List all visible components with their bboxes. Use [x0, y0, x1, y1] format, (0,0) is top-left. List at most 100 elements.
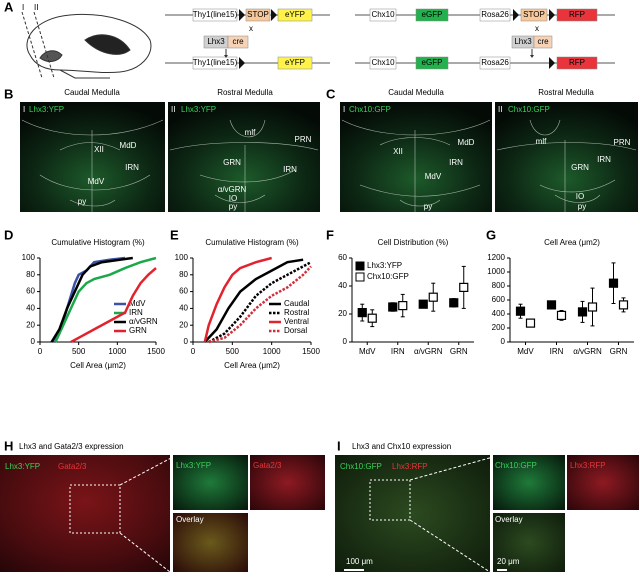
- point-marker: [418, 299, 428, 309]
- point-marker: [398, 301, 408, 311]
- cdf-line: [50, 256, 133, 343]
- construct-label: Lhx3: [514, 37, 532, 46]
- micrograph: [340, 102, 492, 212]
- construct-label: cre: [232, 37, 244, 46]
- construct-box: [227, 35, 249, 49]
- construct-label: cre: [537, 37, 549, 46]
- micrograph-inset: [173, 455, 248, 510]
- region-label: py: [578, 202, 586, 211]
- x-tick-label: 0: [38, 347, 43, 356]
- scale-label: 20 μm: [497, 557, 520, 566]
- y-tick-label: 200: [492, 323, 506, 332]
- point-marker: [608, 278, 619, 288]
- image-tag: I: [343, 105, 345, 114]
- x-tick-label: MdV: [517, 347, 534, 356]
- region-label: mlf: [245, 128, 256, 137]
- construct-box: [192, 8, 238, 22]
- region-label: py: [78, 197, 86, 206]
- legend-label: Rostral: [284, 308, 310, 317]
- scale-label: 100 μm: [346, 557, 373, 566]
- panel-letter: C: [326, 86, 336, 101]
- construct-box: [415, 56, 449, 70]
- zoom-line: [409, 456, 494, 481]
- image-tag: I: [23, 105, 25, 114]
- construct-label: Thy1(line15): [193, 10, 238, 19]
- y-tick-label: 60: [179, 287, 188, 296]
- point-marker: [546, 300, 557, 310]
- construct-box: [277, 56, 313, 70]
- x-axis-label: Cell Area (μm2): [70, 361, 126, 370]
- section-title: Caudal Medulla: [64, 88, 120, 97]
- region-label: α/vGRN: [218, 185, 247, 194]
- brain-schematic: [21, 11, 152, 79]
- construct-box: [556, 8, 598, 22]
- image-tag: II: [171, 105, 175, 114]
- marker-label: Chx10:GFP: [508, 105, 550, 114]
- region-label: MdD: [120, 141, 137, 150]
- legend-label: Ventral: [284, 317, 309, 326]
- y-tick-label: 100: [22, 253, 36, 262]
- legend-label: Chx10:GFP: [367, 272, 409, 281]
- y-tick-label: 600: [492, 295, 506, 304]
- point-marker: [618, 300, 629, 310]
- channel-label: Lhx3:RFP: [392, 462, 428, 471]
- construct-label: STOP: [523, 10, 545, 19]
- panel-letter: H: [4, 438, 13, 453]
- construct-label: eYFP: [285, 58, 305, 67]
- panel-title: Lhx3 and Chx10 expression: [352, 442, 451, 451]
- point-marker: [367, 313, 377, 323]
- y-tick-label: 0: [184, 337, 189, 346]
- panel-letter: A: [4, 0, 14, 14]
- y-tick-label: 0: [343, 337, 348, 346]
- x-tick-label: IRN: [550, 347, 564, 356]
- channel-label: Lhx3:YFP: [5, 462, 40, 471]
- region-label: GRN: [571, 163, 589, 172]
- region-label: XII: [94, 145, 104, 154]
- micrograph-inset: [493, 513, 565, 572]
- panel-letter: B: [4, 86, 13, 101]
- loxp-site: [239, 9, 245, 21]
- micrograph-inset: [173, 513, 248, 572]
- micrograph: [168, 102, 320, 212]
- zoom-line: [409, 519, 491, 573]
- legend-label: Lhx3:YFP: [367, 261, 402, 270]
- construct-box: [277, 8, 313, 22]
- region-label: py: [424, 202, 432, 211]
- panel-letter: E: [170, 227, 179, 242]
- loxp-site: [549, 9, 555, 21]
- y-tick-label: 100: [175, 253, 189, 262]
- point-marker: [587, 302, 598, 312]
- chart-title: Cell Area (μm2): [544, 238, 600, 247]
- construct-label: RFP: [569, 58, 585, 67]
- construct-label: Thy1(line15): [193, 58, 238, 67]
- section-mark: I: [22, 3, 24, 12]
- y-tick-label: 1000: [487, 267, 505, 276]
- cdf-line: [203, 256, 272, 343]
- cdf-line: [70, 267, 157, 344]
- x-tick-label: α/vGRN: [573, 347, 602, 356]
- y-tick-label: 40: [338, 281, 347, 290]
- region-label: MdD: [458, 138, 475, 147]
- construct-label: Lhx3: [207, 37, 225, 46]
- region-label: GRN: [223, 158, 241, 167]
- zoom-box: [69, 484, 121, 534]
- x-tick-label: MdV: [359, 347, 376, 356]
- inset-label: Overlay: [176, 515, 204, 524]
- y-tick-label: 1200: [487, 253, 505, 262]
- construct-box: [479, 8, 511, 22]
- panel-letter: F: [326, 227, 334, 242]
- construct-box: [415, 8, 449, 22]
- inset-label: Lhx3:RFP: [570, 461, 606, 470]
- inset-label: Gata2/3: [253, 461, 282, 470]
- y-tick-label: 60: [338, 253, 347, 262]
- point-marker: [556, 310, 567, 320]
- region-label: IRN: [283, 165, 297, 174]
- y-tick-label: 20: [179, 320, 188, 329]
- point-marker: [515, 306, 526, 316]
- chart-title: Cell Distribution (%): [378, 238, 449, 247]
- micrograph: [20, 102, 165, 212]
- point-marker: [525, 318, 536, 328]
- x-tick-label: 500: [72, 347, 86, 356]
- x-tick-label: GRN: [450, 347, 468, 356]
